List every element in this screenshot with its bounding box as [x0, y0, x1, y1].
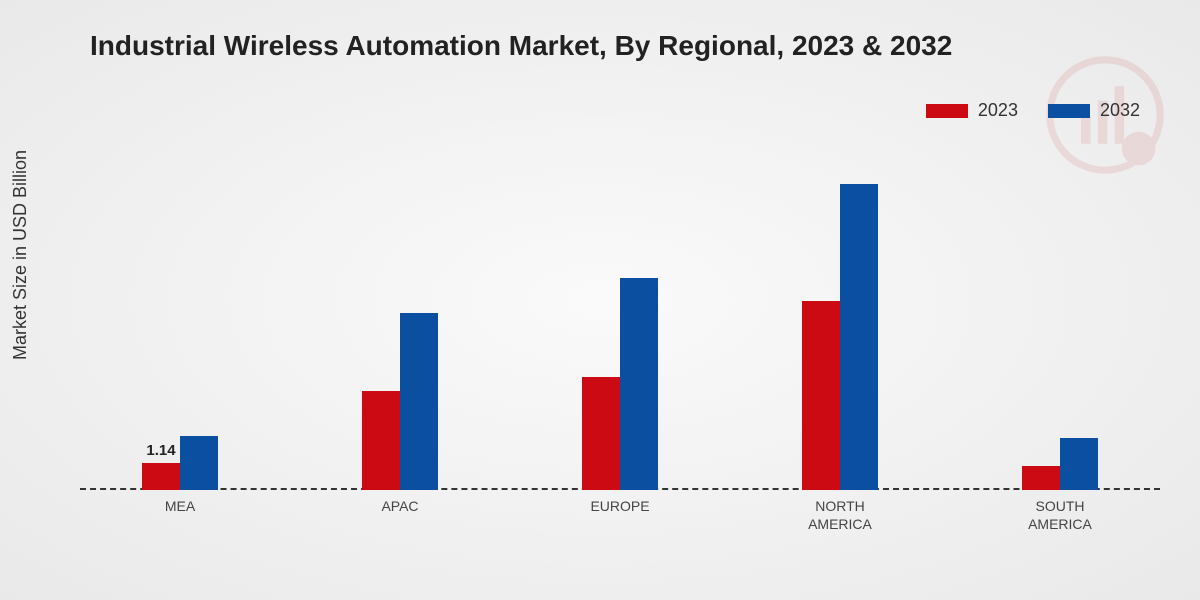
category-label: MEA	[120, 498, 240, 516]
category-label: EUROPE	[560, 498, 680, 516]
y-axis-label: Market Size in USD Billion	[10, 150, 31, 360]
plot-area: 1.14	[80, 160, 1160, 490]
bar-2023	[802, 301, 840, 490]
chart-title: Industrial Wireless Automation Market, B…	[90, 30, 952, 62]
legend-item-2023: 2023	[926, 100, 1018, 121]
category-label: SOUTHAMERICA	[1000, 498, 1120, 533]
category-axis: MEA APAC EUROPE NORTHAMERICA SOUTHAMERICA	[80, 492, 1160, 532]
legend: 2023 2032	[926, 100, 1140, 121]
legend-swatch	[1048, 104, 1090, 118]
category-label: NORTHAMERICA	[780, 498, 900, 533]
bar-2032	[1060, 438, 1098, 490]
legend-swatch	[926, 104, 968, 118]
category-label: APAC	[340, 498, 460, 516]
bar-2023	[142, 463, 180, 490]
bar-2032	[840, 184, 878, 490]
legend-label: 2023	[978, 100, 1018, 121]
bar-2023	[362, 391, 400, 490]
legend-item-2032: 2032	[1048, 100, 1140, 121]
data-label: 1.14	[146, 442, 175, 459]
bar-2032	[620, 278, 658, 490]
chart-stage: Industrial Wireless Automation Market, B…	[0, 0, 1200, 600]
bar-2032	[400, 313, 438, 490]
bar-2032	[180, 436, 218, 490]
bar-2023	[582, 377, 620, 490]
legend-label: 2032	[1100, 100, 1140, 121]
bar-2023	[1022, 466, 1060, 490]
